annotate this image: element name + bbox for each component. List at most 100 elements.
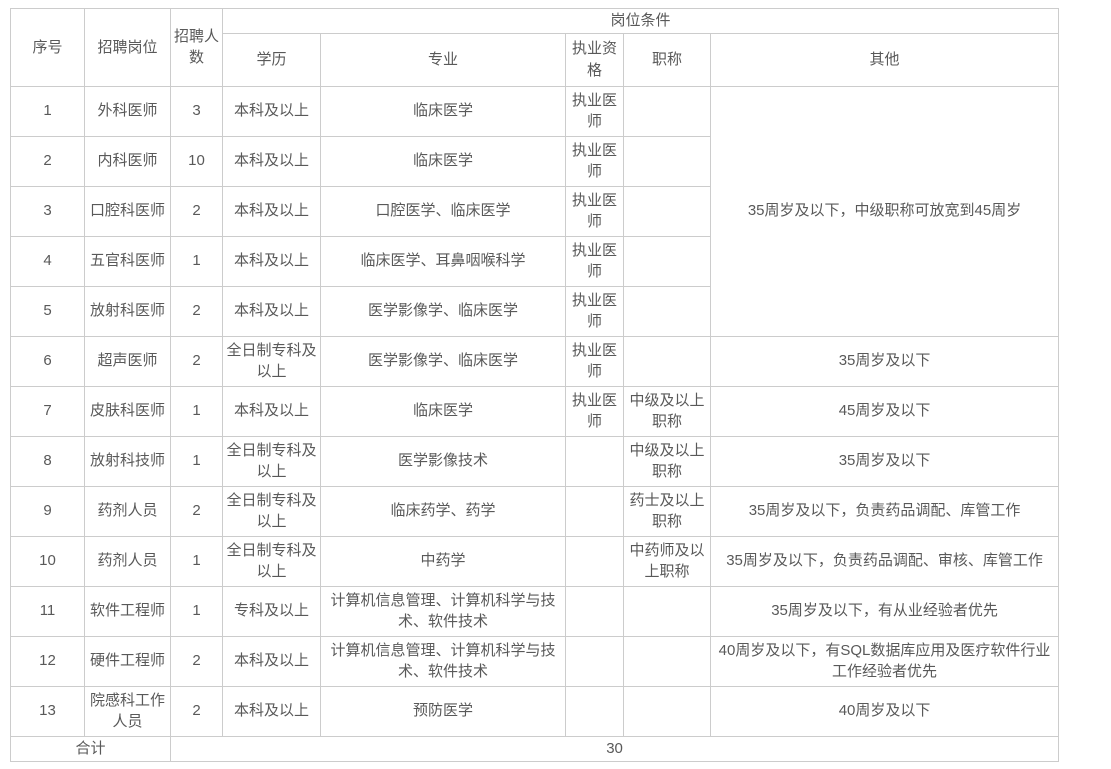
cell-other: 35周岁及以下 <box>709 435 1060 487</box>
cell-other: 40周岁及以下，有SQL数据库应用及医疗软件行业工作经验者优先 <box>709 635 1060 687</box>
cell-major: 计算机信息管理、计算机科学与技术、软件技术 <box>320 585 566 637</box>
header-title: 职称 <box>623 32 711 87</box>
cell-education: 全日制专科及以上 <box>222 435 321 487</box>
cell-other: 35周岁及以下，负责药品调配、审核、库管工作 <box>709 535 1060 587</box>
cell-count: 2 <box>170 285 223 337</box>
cell-qualification <box>565 435 624 487</box>
header-row-group: 序号 招聘岗位 招聘人数 岗位条件 <box>10 8 1060 87</box>
cell-title <box>623 585 711 637</box>
header-row-sub: 学历 专业 执业资格 职称 其他 <box>11 32 1060 87</box>
table-row: 2 内科医师 10 本科及以上 临床医学 执业医师 <box>10 135 1059 187</box>
cell-position: 外科医师 <box>84 85 171 137</box>
table-row: 8 放射科技师 1 全日制专科及以上 医学影像技术 中级及以上职称 35周岁及以… <box>10 435 1060 487</box>
cell-no: 10 <box>10 535 85 587</box>
cell-position: 软件工程师 <box>84 585 171 637</box>
recruitment-table: 序号 招聘岗位 招聘人数 岗位条件 学历 专业 执业资格 职称 其他 1 外科医… <box>10 8 1060 762</box>
cell-title <box>623 285 711 337</box>
cell-count: 2 <box>170 635 223 687</box>
cell-position: 口腔科医师 <box>84 185 171 237</box>
cell-position: 超声医师 <box>84 335 171 387</box>
cell-major: 临床药学、药学 <box>320 485 566 537</box>
cell-title: 中级及以上职称 <box>623 435 711 487</box>
cell-position: 药剂人员 <box>84 485 171 537</box>
cell-no: 1 <box>10 85 85 137</box>
cell-education: 全日制专科及以上 <box>222 485 321 537</box>
cell-major: 口腔医学、临床医学 <box>320 185 566 237</box>
cell-title <box>623 185 711 237</box>
table-row: 11 软件工程师 1 专科及以上 计算机信息管理、计算机科学与技术、软件技术 3… <box>10 585 1060 637</box>
cell-no: 3 <box>10 185 85 237</box>
cell-education: 本科及以上 <box>222 635 321 687</box>
cell-no: 13 <box>10 685 85 737</box>
table-row: 10 药剂人员 1 全日制专科及以上 中药学 中药师及以上职称 35周岁及以下，… <box>10 535 1060 587</box>
cell-other: 35周岁及以下，有从业经验者优先 <box>709 585 1060 637</box>
cell-no: 12 <box>10 635 85 687</box>
cell-position: 硬件工程师 <box>84 635 171 687</box>
table-row: 1 外科医师 3 本科及以上 临床医学 执业医师 35周岁及以下，中级职称可放宽… <box>10 85 1060 337</box>
cell-position: 皮肤科医师 <box>84 385 171 437</box>
cell-other: 45周岁及以下 <box>709 385 1060 437</box>
header-count: 招聘人数 <box>170 8 223 87</box>
cell-qualification: 执业医师 <box>565 85 624 137</box>
header-no: 序号 <box>10 8 85 87</box>
cell-count: 3 <box>170 85 223 137</box>
cell-count: 1 <box>170 435 223 487</box>
cell-other: 40周岁及以下 <box>709 685 1060 737</box>
cell-title: 中药师及以上职称 <box>623 535 711 587</box>
cell-major: 中药学 <box>320 535 566 587</box>
cell-qualification <box>565 585 624 637</box>
cell-title <box>623 135 711 187</box>
header-qualification: 执业资格 <box>565 32 624 87</box>
cell-major: 计算机信息管理、计算机科学与技术、软件技术 <box>320 635 566 687</box>
table-row: 3 口腔科医师 2 本科及以上 口腔医学、临床医学 执业医师 <box>10 185 1059 237</box>
cell-qualification: 执业医师 <box>565 335 624 387</box>
cell-qualification <box>565 685 624 737</box>
cell-no: 2 <box>10 135 85 187</box>
header-position: 招聘岗位 <box>84 8 171 87</box>
cell-count: 2 <box>170 335 223 387</box>
cell-major: 预防医学 <box>320 685 566 737</box>
cell-qualification: 执业医师 <box>565 135 624 187</box>
cell-education: 全日制专科及以上 <box>222 535 321 587</box>
cell-major: 临床医学、耳鼻咽喉科学 <box>320 235 566 287</box>
total-row: 合计 30 <box>10 735 1060 762</box>
cell-title <box>623 235 711 287</box>
table-row: 9 药剂人员 2 全日制专科及以上 临床药学、药学 药士及以上职称 35周岁及以… <box>10 485 1060 537</box>
cell-education: 全日制专科及以上 <box>222 335 321 387</box>
cell-title: 药士及以上职称 <box>623 485 711 537</box>
cell-position: 放射科技师 <box>84 435 171 487</box>
total-label: 合计 <box>10 735 171 762</box>
cell-title <box>623 85 711 137</box>
cell-qualification <box>565 485 624 537</box>
cell-count: 1 <box>170 585 223 637</box>
cell-major: 临床医学 <box>320 135 566 187</box>
cell-qualification: 执业医师 <box>565 185 624 237</box>
cell-position: 药剂人员 <box>84 535 171 587</box>
cell-other: 35周岁及以下，负责药品调配、库管工作 <box>709 485 1060 537</box>
cell-count: 2 <box>170 185 223 237</box>
recruitment-table-container: 序号 招聘岗位 招聘人数 岗位条件 学历 专业 执业资格 职称 其他 1 外科医… <box>10 8 1060 762</box>
cell-count: 1 <box>170 385 223 437</box>
cell-no: 4 <box>10 235 85 287</box>
cell-other-merged: 35周岁及以下，中级职称可放宽到45周岁 <box>709 85 1060 337</box>
cell-other: 35周岁及以下 <box>709 335 1060 387</box>
cell-education: 本科及以上 <box>222 135 321 187</box>
cell-no: 6 <box>10 335 85 387</box>
cell-count: 2 <box>170 685 223 737</box>
cell-no: 7 <box>10 385 85 437</box>
cell-education: 本科及以上 <box>222 685 321 737</box>
table-row: 5 放射科医师 2 本科及以上 医学影像学、临床医学 执业医师 <box>10 285 1059 337</box>
cell-education: 本科及以上 <box>222 385 321 437</box>
cell-qualification <box>565 635 624 687</box>
cell-no: 11 <box>10 585 85 637</box>
cell-position: 放射科医师 <box>84 285 171 337</box>
cell-position: 内科医师 <box>84 135 171 187</box>
table-row: 7 皮肤科医师 1 本科及以上 临床医学 执业医师 中级及以上职称 45周岁及以… <box>10 385 1060 437</box>
cell-major: 医学影像学、临床医学 <box>320 285 566 337</box>
table-row: 13 院感科工作人员 2 本科及以上 预防医学 40周岁及以下 <box>10 685 1060 737</box>
cell-count: 10 <box>170 135 223 187</box>
cell-no: 5 <box>10 285 85 337</box>
cell-education: 本科及以上 <box>222 285 321 337</box>
cell-major: 临床医学 <box>320 385 566 437</box>
cell-qualification: 执业医师 <box>565 235 624 287</box>
